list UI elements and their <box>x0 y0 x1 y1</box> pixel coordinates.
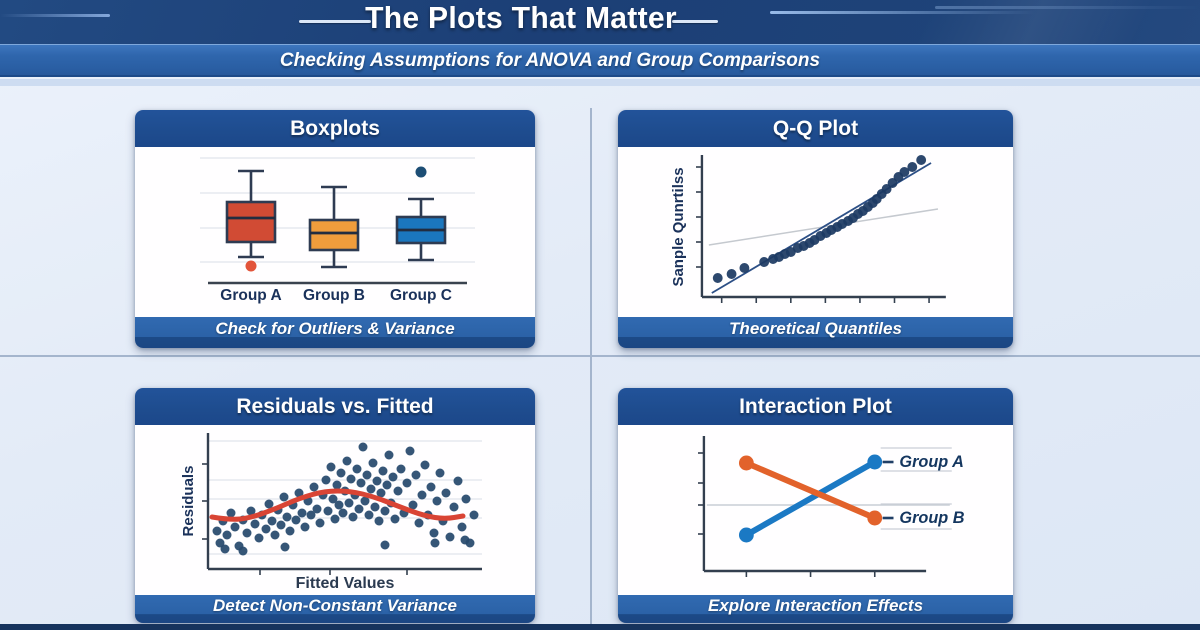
svg-text:Group C: Group C <box>390 287 452 304</box>
banner-bottom-strip <box>0 79 1200 86</box>
title-dash-left <box>299 20 371 23</box>
banner-streak-right <box>770 11 1035 14</box>
svg-text:Sanple Qunrtilss: Sanple Qunrtilss <box>671 167 687 286</box>
title-dash-right <box>672 20 718 23</box>
panel-qq-body: Sanple Qunrtilss <box>618 147 1013 317</box>
svg-text:Residuals: Residuals <box>180 466 197 537</box>
svg-text:Group B: Group B <box>303 287 365 304</box>
banner-streak-right-faint <box>935 6 1200 9</box>
panel-interaction-caption: Explore Interaction Effects <box>618 595 1013 623</box>
panel-residuals: Residuals vs. Fitted Residuals Fitted Val… <box>135 388 535 623</box>
panel-residuals-title: Residuals vs. Fitted <box>135 388 535 425</box>
residuals-chart: Residuals Fitted Values <box>180 433 482 592</box>
title-banner: The Plots That Matter <box>0 0 1200 44</box>
panel-interaction-title: Interaction Plot <box>618 388 1013 425</box>
panel-boxplots-title: Boxplots <box>135 110 535 147</box>
svg-text:Fitted Values: Fitted Values <box>296 575 395 592</box>
panel-qq: Q-Q Plot Sanple Qunrtilss Theoretical Qu… <box>618 110 1013 348</box>
banner-sheen <box>780 0 1200 44</box>
interaction-chart: Group A Group B <box>697 436 965 577</box>
page-subtitle: Checking Assumptions for ANOVA and Group… <box>279 50 821 71</box>
boxplot-chart: Group A Group B Group C <box>200 157 475 304</box>
svg-text:Group A: Group A <box>220 287 281 304</box>
panel-qq-title: Q-Q Plot <box>618 110 1013 147</box>
panel-boxplots-caption: Check for Outliers & Variance <box>135 317 535 348</box>
svg-text:Group A: Group A <box>899 453 963 471</box>
svg-text:Group B: Group B <box>899 509 964 527</box>
panel-interaction-body: Group A Group B <box>618 425 1013 595</box>
panel-residuals-body: Residuals Fitted Values <box>135 425 535 595</box>
panel-boxplots: Boxplots Group A Group B Group C Check for… <box>135 110 535 348</box>
qq-plot-chart: Sanple Qunrtilss <box>671 155 946 303</box>
panel-qq-caption: Theoretical Quantiles <box>618 317 1013 348</box>
panel-boxplots-body: Group A Group B Group C <box>135 147 535 317</box>
bottom-navy-strip <box>0 624 1200 630</box>
page-title: The Plots That Matter <box>365 0 677 35</box>
banner-streak-left <box>0 14 110 17</box>
panel-residuals-caption: Detect Non-Constant Variance <box>135 595 535 623</box>
vertical-divider <box>590 108 592 630</box>
panel-interaction: Interaction Plot Group A Group B Explore … <box>618 388 1013 623</box>
horizontal-divider <box>0 355 1200 357</box>
subtitle-banner: Checking Assumptions for ANOVA and Group… <box>0 44 1200 77</box>
